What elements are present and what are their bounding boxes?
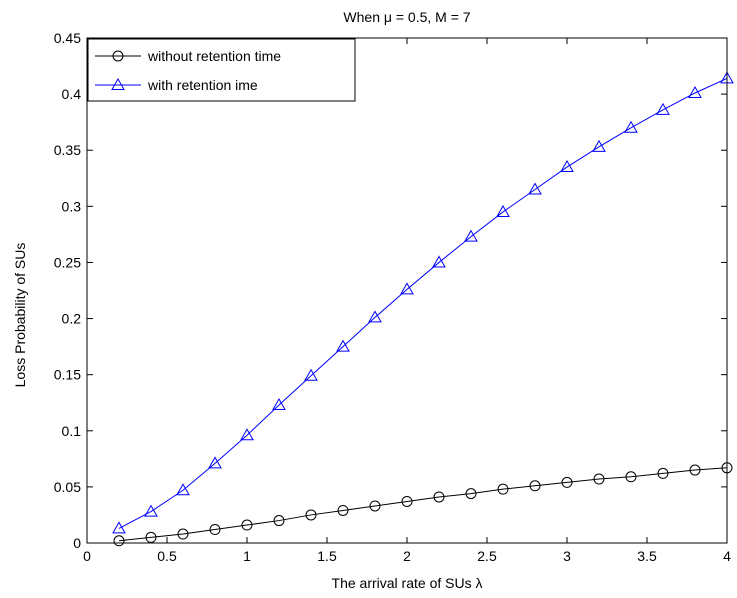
data-point-circle xyxy=(657,467,669,479)
data-point-circle xyxy=(465,488,477,500)
data-point-triangle xyxy=(656,102,670,115)
y-tick-label: 0.35 xyxy=(54,142,81,158)
y-tick-label: 0.4 xyxy=(62,86,82,102)
axes-frame xyxy=(86,37,728,544)
x-tick-label: 0 xyxy=(83,548,91,564)
x-axis-label: The arrival rate of SUs λ xyxy=(332,575,483,591)
series-line-1 xyxy=(118,77,728,529)
data-point-triangle xyxy=(336,339,350,352)
data-point-triangle xyxy=(464,229,478,242)
legend: without retention time with retention ime xyxy=(87,38,356,102)
data-point-circle xyxy=(625,471,637,483)
data-point-circle xyxy=(401,495,413,507)
data-point-circle xyxy=(305,509,317,521)
legend-marker-triangle xyxy=(111,77,125,90)
data-point-circle xyxy=(145,531,157,543)
data-point-triangle xyxy=(496,204,510,217)
series-group xyxy=(112,71,734,547)
y-tick-label: 0.15 xyxy=(54,367,81,383)
data-point-triangle xyxy=(272,397,286,410)
x-tick-label: 1 xyxy=(243,548,251,564)
data-point-triangle xyxy=(240,428,254,441)
data-point-triangle xyxy=(112,521,126,534)
y-tick-label: 0.25 xyxy=(54,254,81,270)
data-point-triangle xyxy=(144,504,158,517)
y-tick-label: 0.1 xyxy=(62,423,82,439)
data-point-circle xyxy=(209,524,221,536)
data-point-triangle xyxy=(688,85,702,98)
data-point-circle xyxy=(241,519,253,531)
x-tick-label: 2 xyxy=(403,548,411,564)
data-point-triangle xyxy=(624,120,638,133)
x-tick-label: 1.5 xyxy=(317,548,337,564)
x-tick-label: 4 xyxy=(723,548,731,564)
data-point-triangle xyxy=(560,160,574,173)
legend-label: without retention time xyxy=(147,48,281,64)
data-point-triangle xyxy=(400,282,414,295)
legend-label: with retention ime xyxy=(147,77,258,93)
y-tick-label: 0.05 xyxy=(54,479,81,495)
data-point-circle xyxy=(593,473,605,485)
y-tick-label: 0.45 xyxy=(54,30,81,46)
data-point-circle xyxy=(369,500,381,512)
y-tick-label: 0 xyxy=(73,535,81,551)
data-point-triangle xyxy=(304,368,318,381)
data-point-circle xyxy=(561,476,573,488)
data-point-circle xyxy=(497,483,509,495)
data-point-circle xyxy=(273,515,285,527)
y-tick-label: 0.3 xyxy=(62,198,82,214)
data-point-triangle xyxy=(592,139,606,152)
x-tick-label: 0.5 xyxy=(157,548,177,564)
legend-marker-circle xyxy=(112,50,124,62)
data-point-triangle xyxy=(432,255,446,268)
x-tick-label: 3 xyxy=(563,548,571,564)
data-point-circle xyxy=(529,480,541,492)
axis-ticks: 0 0.5 1 1.5 2 2.5 3 3.5 4 0 0.05 0.1 0.15 0.2 0.25 0.3 0… xyxy=(54,30,731,564)
data-point-triangle xyxy=(368,310,382,323)
chart-title: When μ = 0.5, M = 7 xyxy=(343,9,470,25)
y-tick-label: 0.2 xyxy=(62,311,82,327)
data-point-circle xyxy=(433,491,445,503)
y-axis-label: Loss Probability of SUs xyxy=(12,243,28,388)
legend-box xyxy=(87,38,356,102)
data-point-triangle xyxy=(528,182,542,195)
x-tick-label: 2.5 xyxy=(477,548,497,564)
data-point-circle xyxy=(337,504,349,516)
data-point-triangle xyxy=(208,456,222,469)
data-point-circle xyxy=(689,464,701,476)
data-point-triangle xyxy=(176,483,190,496)
data-point-circle xyxy=(177,528,189,540)
data-point-circle xyxy=(113,535,125,547)
x-tick-label: 3.5 xyxy=(637,548,657,564)
